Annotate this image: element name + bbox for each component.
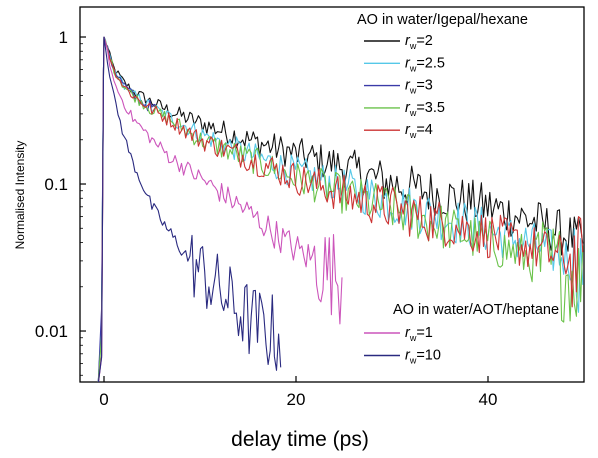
legend-layer: AO in water/Igepal/hexane rw=2 rw=2.5 rw=3 r…	[357, 12, 559, 366]
legend-label: rw=3	[405, 78, 433, 96]
tick-layer: 0 20 40 0.01 0.1 1	[35, 28, 498, 409]
series-line	[97, 36, 584, 382]
legend-label: rw=1	[405, 325, 433, 343]
y-axis-label: Normalised Intensity	[13, 141, 27, 250]
legend-title: AO in water/Igepal/hexane	[357, 12, 528, 28]
y-tick-label: 0.01	[35, 322, 68, 341]
series-line	[97, 36, 584, 382]
series-group	[97, 36, 584, 382]
y-tick-label: 0.1	[44, 175, 68, 194]
plot-area-border	[79, 6, 585, 383]
y-tick-label: 1	[59, 28, 68, 47]
legend-label: rw=10	[405, 348, 441, 366]
x-tick-label: 0	[99, 390, 108, 409]
plot-frame	[79, 6, 585, 383]
series-layer	[97, 36, 584, 382]
legend-label: rw=2.5	[405, 55, 445, 73]
x-tick-label: 20	[287, 390, 306, 409]
series-line	[97, 36, 343, 382]
legend-label: rw=3.5	[405, 100, 445, 118]
series-line	[97, 36, 584, 382]
legend-title: AO in water/AOT/heptane	[393, 302, 559, 318]
legend-label: rw=2	[405, 33, 433, 51]
series-line	[97, 36, 282, 382]
series-line	[97, 36, 584, 382]
x-axis-label: delay time (ps)	[231, 428, 369, 451]
legend-label: rw=4	[405, 122, 433, 140]
x-tick-label: 40	[479, 390, 498, 409]
